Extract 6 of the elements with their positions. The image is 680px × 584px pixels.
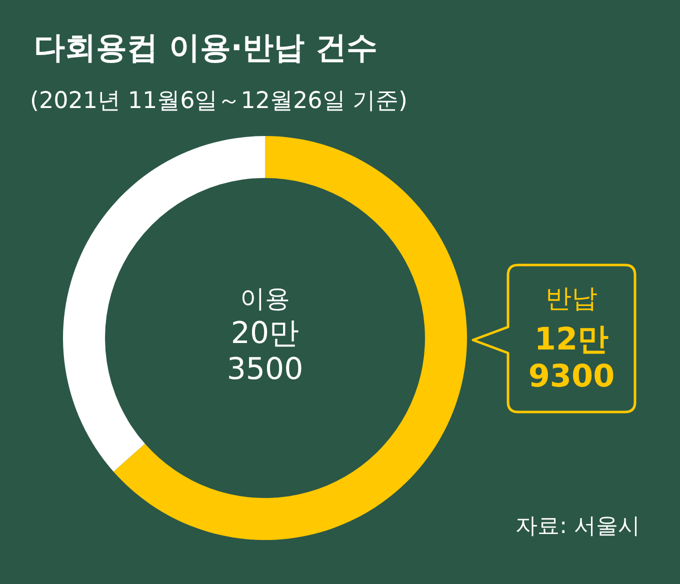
- chart-subtitle: (2021년 11월6일～12월26일 기준): [30, 88, 408, 114]
- text: 이용 20만 3500: [226, 284, 304, 387]
- slice-label: 반납: [546, 284, 598, 314]
- text: 12만 9300: [528, 322, 615, 394]
- text: 자료: 서울시: [516, 514, 640, 539]
- chart-title: 다회용컵 이용·반납 건수: [34, 30, 378, 66]
